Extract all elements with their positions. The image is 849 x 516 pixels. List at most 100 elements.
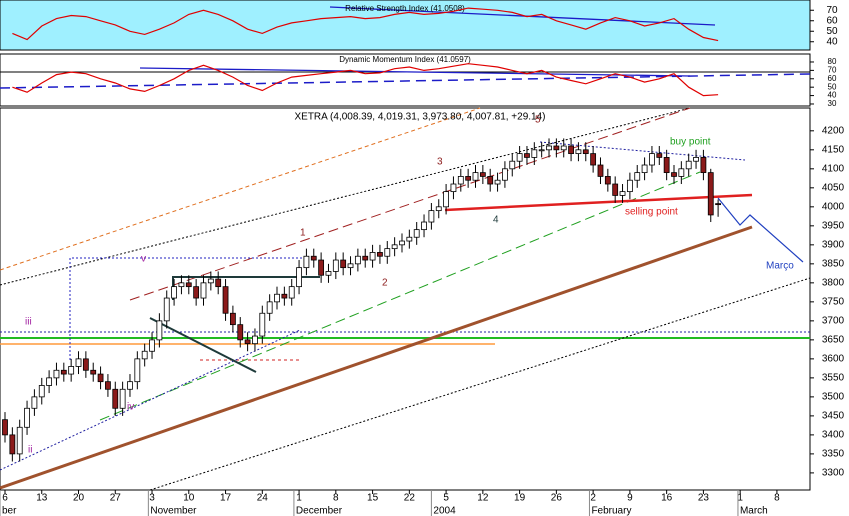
candle-body [141, 350, 148, 360]
annotation: iv [127, 402, 134, 413]
x-tick-label: 16 [661, 493, 673, 504]
dmi-panel [0, 53, 811, 107]
y-tick-label: 4050 [822, 182, 845, 193]
price-title: XETRA (4,008.39, 4,019.31, 3,973.80, 4,0… [294, 112, 545, 123]
x-tick-label: 22 [404, 493, 416, 504]
y-tick-label: 3850 [822, 258, 845, 269]
candle-body [641, 164, 648, 174]
month-label: December [296, 506, 343, 516]
candle-body [413, 229, 420, 238]
candle-body [68, 366, 75, 375]
candle-body [663, 157, 670, 174]
y-tick-label: 40 [826, 36, 838, 47]
projection [717, 197, 804, 263]
price-panel [0, 107, 811, 491]
candle-body [612, 183, 619, 196]
candle-body [90, 369, 97, 375]
x-tick-label: 20 [73, 493, 85, 504]
candle-body [119, 388, 126, 409]
flag [149, 317, 257, 373]
candle-body [649, 153, 655, 166]
dmi-trend [139, 67, 691, 77]
candle-body [171, 286, 177, 299]
y-tick-label: 50 [826, 26, 838, 37]
candle-body [465, 176, 472, 181]
candle-body [384, 248, 391, 257]
x-tick-label: 19 [514, 493, 526, 504]
candle-body [244, 339, 251, 345]
y-tick-label: 4100 [822, 163, 845, 174]
annotation: selling point [625, 207, 678, 218]
candle-body [178, 282, 185, 288]
y-tick-label: 3450 [822, 411, 845, 422]
x-tick-label: 8 [333, 493, 339, 504]
candle-body [259, 312, 266, 337]
month-label: ber [2, 506, 17, 516]
annotation: buy point [670, 137, 711, 148]
y-tick-label: 3300 [822, 468, 845, 479]
candle-body [634, 172, 641, 181]
candle-body [134, 358, 141, 383]
y-tick-label: 40 [828, 91, 837, 100]
y-tick-label: 4150 [822, 144, 845, 155]
candle-body [494, 179, 501, 185]
candle-body [406, 236, 413, 242]
candle-body [693, 157, 699, 162]
x-tick-label: 15 [367, 493, 379, 504]
month-label: 2004 [433, 506, 456, 516]
y-tick-label: 3650 [822, 335, 845, 346]
candle-body [325, 271, 332, 276]
x-tick-label: 10 [183, 493, 195, 504]
candle-body [127, 381, 133, 390]
candle-body [266, 301, 273, 314]
y-tick-label: 80 [828, 57, 837, 66]
candle-body [443, 191, 449, 208]
rsi-trend [329, 6, 716, 26]
candle-body [590, 153, 597, 166]
annotation: v [141, 254, 146, 265]
y-tick-label: 3700 [822, 315, 845, 326]
candle-body [546, 145, 552, 151]
candle-body [369, 252, 376, 261]
rsi-panel [0, 0, 811, 51]
x-tick-label: 2 [590, 493, 596, 504]
candle-body [707, 172, 714, 216]
candle-body [200, 282, 207, 299]
candle-body [296, 267, 302, 288]
candle-body [31, 396, 38, 409]
month-label: February [591, 506, 631, 516]
x-tick-label: 17 [220, 493, 232, 504]
candle-body [685, 160, 692, 170]
candle-body [38, 385, 45, 398]
candle-body [60, 369, 67, 375]
candle-body [604, 176, 611, 185]
indicator-line [12, 63, 719, 97]
candle-body [149, 339, 155, 352]
neckline [444, 193, 753, 212]
y-tick-label: 4000 [822, 201, 845, 212]
candle-body [377, 252, 383, 257]
annotation: 5 [535, 115, 541, 126]
month-label: November [150, 506, 197, 516]
candle-body [421, 221, 427, 231]
candle-body [626, 179, 633, 193]
y-tick-label: 3750 [822, 296, 845, 307]
candle-body [207, 278, 214, 284]
annotation: 1 [300, 228, 306, 239]
x-tick-label: 6 [2, 493, 8, 504]
candle-body [237, 324, 244, 341]
y-tick-label: 60 [828, 74, 837, 83]
x-tick-label: 26 [551, 493, 563, 504]
x-tick-label: 24 [257, 493, 269, 504]
x-tick-label: 13 [36, 493, 48, 504]
candle-body [524, 153, 530, 158]
candle-body [46, 377, 53, 386]
candle-body [229, 312, 236, 326]
candle-body [354, 255, 361, 265]
y-tick-label: 60 [826, 15, 838, 26]
candle-body [105, 381, 111, 390]
y-tick-label: 4200 [822, 125, 845, 136]
candle-body [582, 149, 589, 155]
y-tick-label: 3400 [822, 430, 845, 441]
annotation: 3 [437, 157, 443, 168]
